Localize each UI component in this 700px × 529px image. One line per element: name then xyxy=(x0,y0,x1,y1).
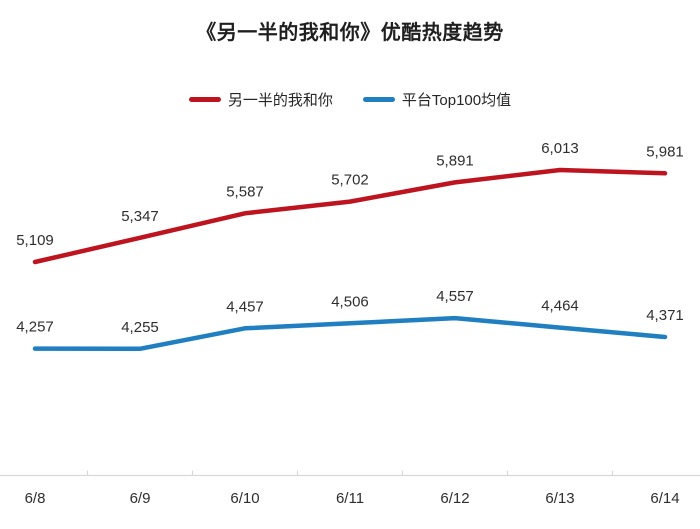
data-label-series-0: 5,891 xyxy=(436,152,474,169)
data-label-series-0: 5,347 xyxy=(121,208,159,225)
data-label-series-1: 4,457 xyxy=(226,298,264,315)
data-label-series-0: 6,013 xyxy=(541,140,579,157)
legend-swatch-blue-line xyxy=(362,97,395,102)
data-label-series-1: 4,464 xyxy=(541,298,579,315)
legend-swatch-red-line xyxy=(188,97,221,102)
data-label-series-1: 4,371 xyxy=(646,307,684,324)
data-label-series-0: 5,702 xyxy=(331,172,369,189)
x-axis-label: 6/11 xyxy=(336,490,364,507)
x-axis-label: 6/10 xyxy=(230,490,259,507)
data-label-series-0: 5,109 xyxy=(16,232,54,249)
legend: 另一半的我和你 平台Top100均值 xyxy=(0,89,700,110)
data-label-series-1: 4,255 xyxy=(121,319,159,336)
x-axis-label: 6/13 xyxy=(545,490,574,507)
data-label-series-1: 4,257 xyxy=(16,319,54,336)
legend-item-series-1: 平台Top100均值 xyxy=(362,89,512,110)
data-label-series-1: 4,557 xyxy=(436,288,474,305)
data-label-series-0: 5,981 xyxy=(646,143,684,160)
data-label-series-1: 4,506 xyxy=(331,293,369,310)
x-axis-label: 6/14 xyxy=(650,490,679,507)
legend-label-series-1: 平台Top100均值 xyxy=(401,92,512,109)
data-label-series-0: 5,587 xyxy=(226,183,264,200)
x-axis-label: 6/9 xyxy=(130,490,151,507)
x-axis-label: 6/12 xyxy=(440,490,469,507)
chart-title: 《另一半的我和你》优酷热度趋势 xyxy=(196,22,504,44)
series-line-1 xyxy=(32,315,668,352)
legend-label-series-0: 另一半的我和你 xyxy=(227,92,333,109)
series-line-0 xyxy=(32,167,668,265)
legend-item-series-0: 另一半的我和你 xyxy=(188,89,333,110)
x-axis-label: 6/8 xyxy=(25,490,46,507)
